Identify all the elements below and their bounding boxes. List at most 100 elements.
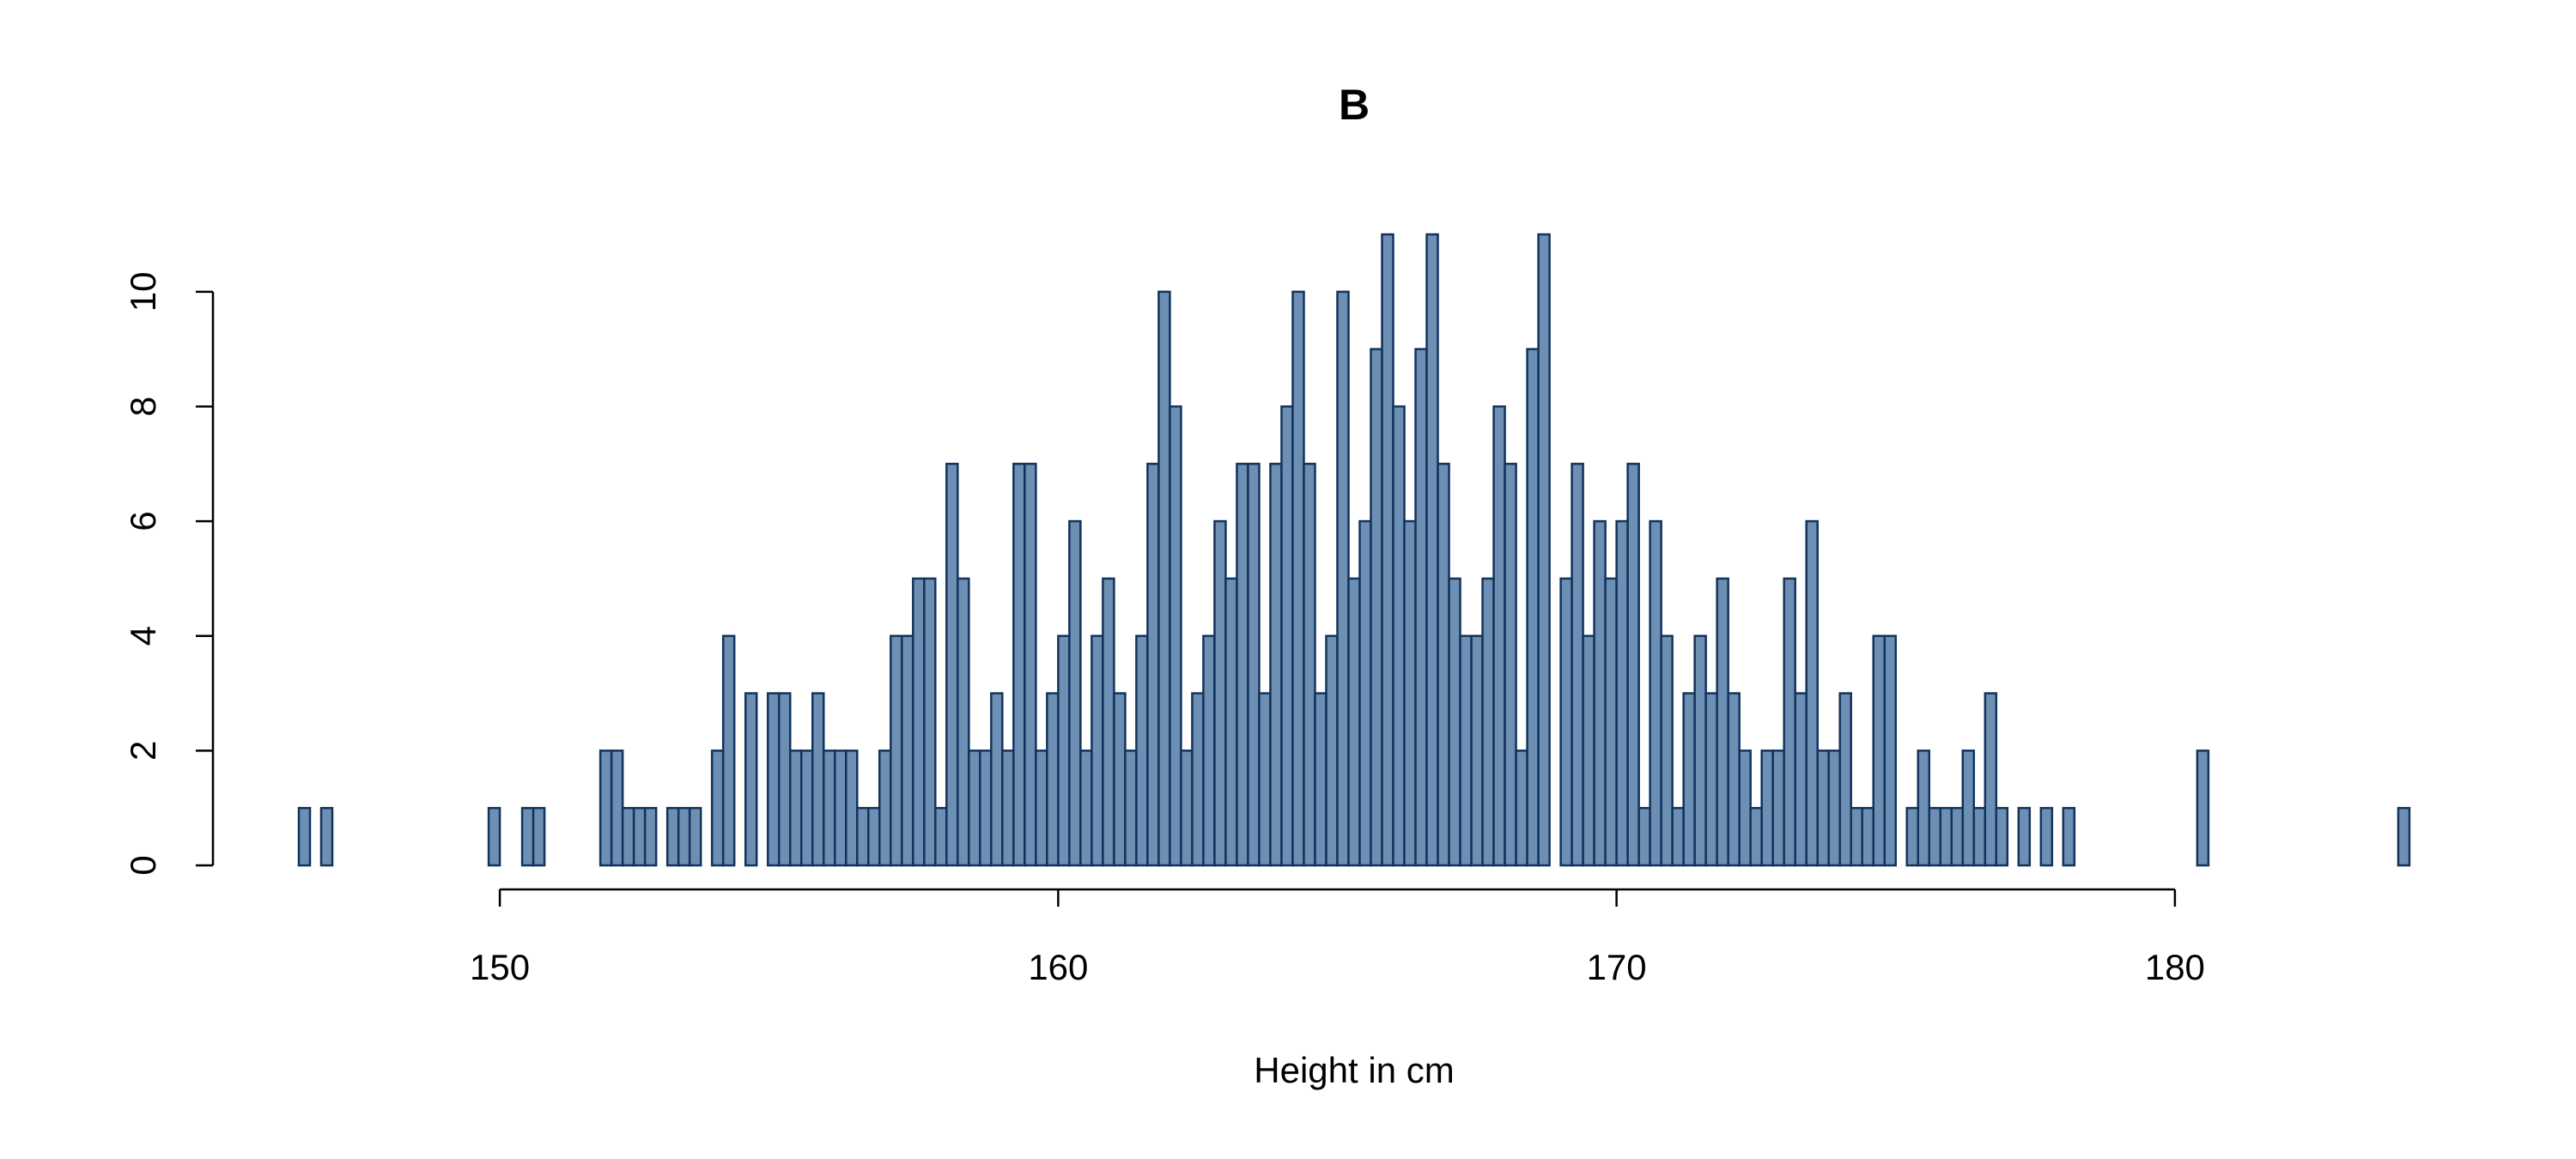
bar [1046,692,1060,867]
bar [1928,806,1942,867]
bar [1671,806,1685,867]
bar [665,806,680,867]
bar [1157,290,1171,867]
bar [1582,634,1595,867]
bar [744,692,758,867]
bar [1950,806,1965,867]
bar [1492,405,1506,867]
bar [1727,692,1741,867]
bar [934,806,948,867]
bar [1269,463,1283,867]
bar [990,692,1004,867]
y-tick-label: 8 [123,397,163,416]
bar [1213,519,1227,867]
bar [1392,405,1406,867]
bar [1615,519,1629,867]
bar [1972,806,1987,867]
bar [1258,692,1272,867]
bar [1124,749,1138,867]
bar [2017,806,2032,867]
bar [856,806,870,867]
bar [1783,577,1796,867]
bar [1883,634,1898,867]
bar [710,749,725,867]
bar [1459,634,1473,867]
chart-title: B [1339,81,1370,129]
bar [1816,749,1830,867]
bar [1872,634,1886,867]
x-tick-label: 180 [2145,947,2205,987]
bar [1169,405,1182,867]
bar [1437,463,1450,867]
bar [1771,749,1785,867]
bar [610,749,624,867]
bar [1838,692,1852,867]
bar [1850,806,1863,867]
bar [1593,519,1607,867]
bar [799,749,814,867]
bar [297,806,312,867]
bar [968,749,981,867]
bar [811,692,825,867]
bar [766,692,781,867]
bar [957,577,970,867]
bar [1827,749,1841,867]
bar [1314,692,1327,867]
bar [1637,806,1651,867]
bar [1414,348,1428,867]
bar [2062,806,2076,867]
bar [1716,577,1729,867]
bar [643,806,658,867]
bar [1760,749,1774,867]
bar [1470,634,1484,867]
y-tick-label: 4 [123,626,163,646]
bar [945,463,959,867]
bar [923,577,937,867]
y-tick-label: 6 [123,511,163,531]
bar [1202,634,1216,867]
bar [319,806,334,867]
bar [1102,577,1115,867]
bar [2039,806,2054,867]
bar [1571,463,1584,867]
bar [901,634,914,867]
y-tick-label: 0 [123,855,163,875]
bar [1224,577,1238,867]
bar [878,749,892,867]
bar [912,577,926,867]
bar [1604,577,1618,867]
bar [845,749,859,867]
bar [1704,692,1718,867]
bar [1984,692,1998,867]
bar [1035,749,1048,867]
bar [1861,806,1874,867]
bar [788,749,803,867]
bar [632,806,647,867]
bar [1024,463,1037,867]
y-tick-label: 10 [123,271,163,312]
bar [1448,577,1461,867]
bar [1001,749,1015,867]
bar [1068,519,1082,867]
bar [1626,463,1640,867]
bar [721,634,736,867]
bar [1091,634,1104,867]
bar [677,806,691,867]
bar [1180,749,1194,867]
bar [1247,463,1261,867]
bar [1660,634,1674,867]
x-axis-label: Height in cm [1254,1050,1454,1090]
bar [1146,463,1160,867]
bar [1537,233,1551,867]
bar [1079,749,1093,867]
bar [1057,634,1071,867]
bar [598,749,613,867]
bar [1403,519,1417,867]
bar [1135,634,1149,867]
bar [777,692,792,867]
bar [867,806,881,867]
bar [1113,692,1127,867]
bar [1738,749,1752,867]
bar [1693,634,1707,867]
bar [1961,749,1976,867]
